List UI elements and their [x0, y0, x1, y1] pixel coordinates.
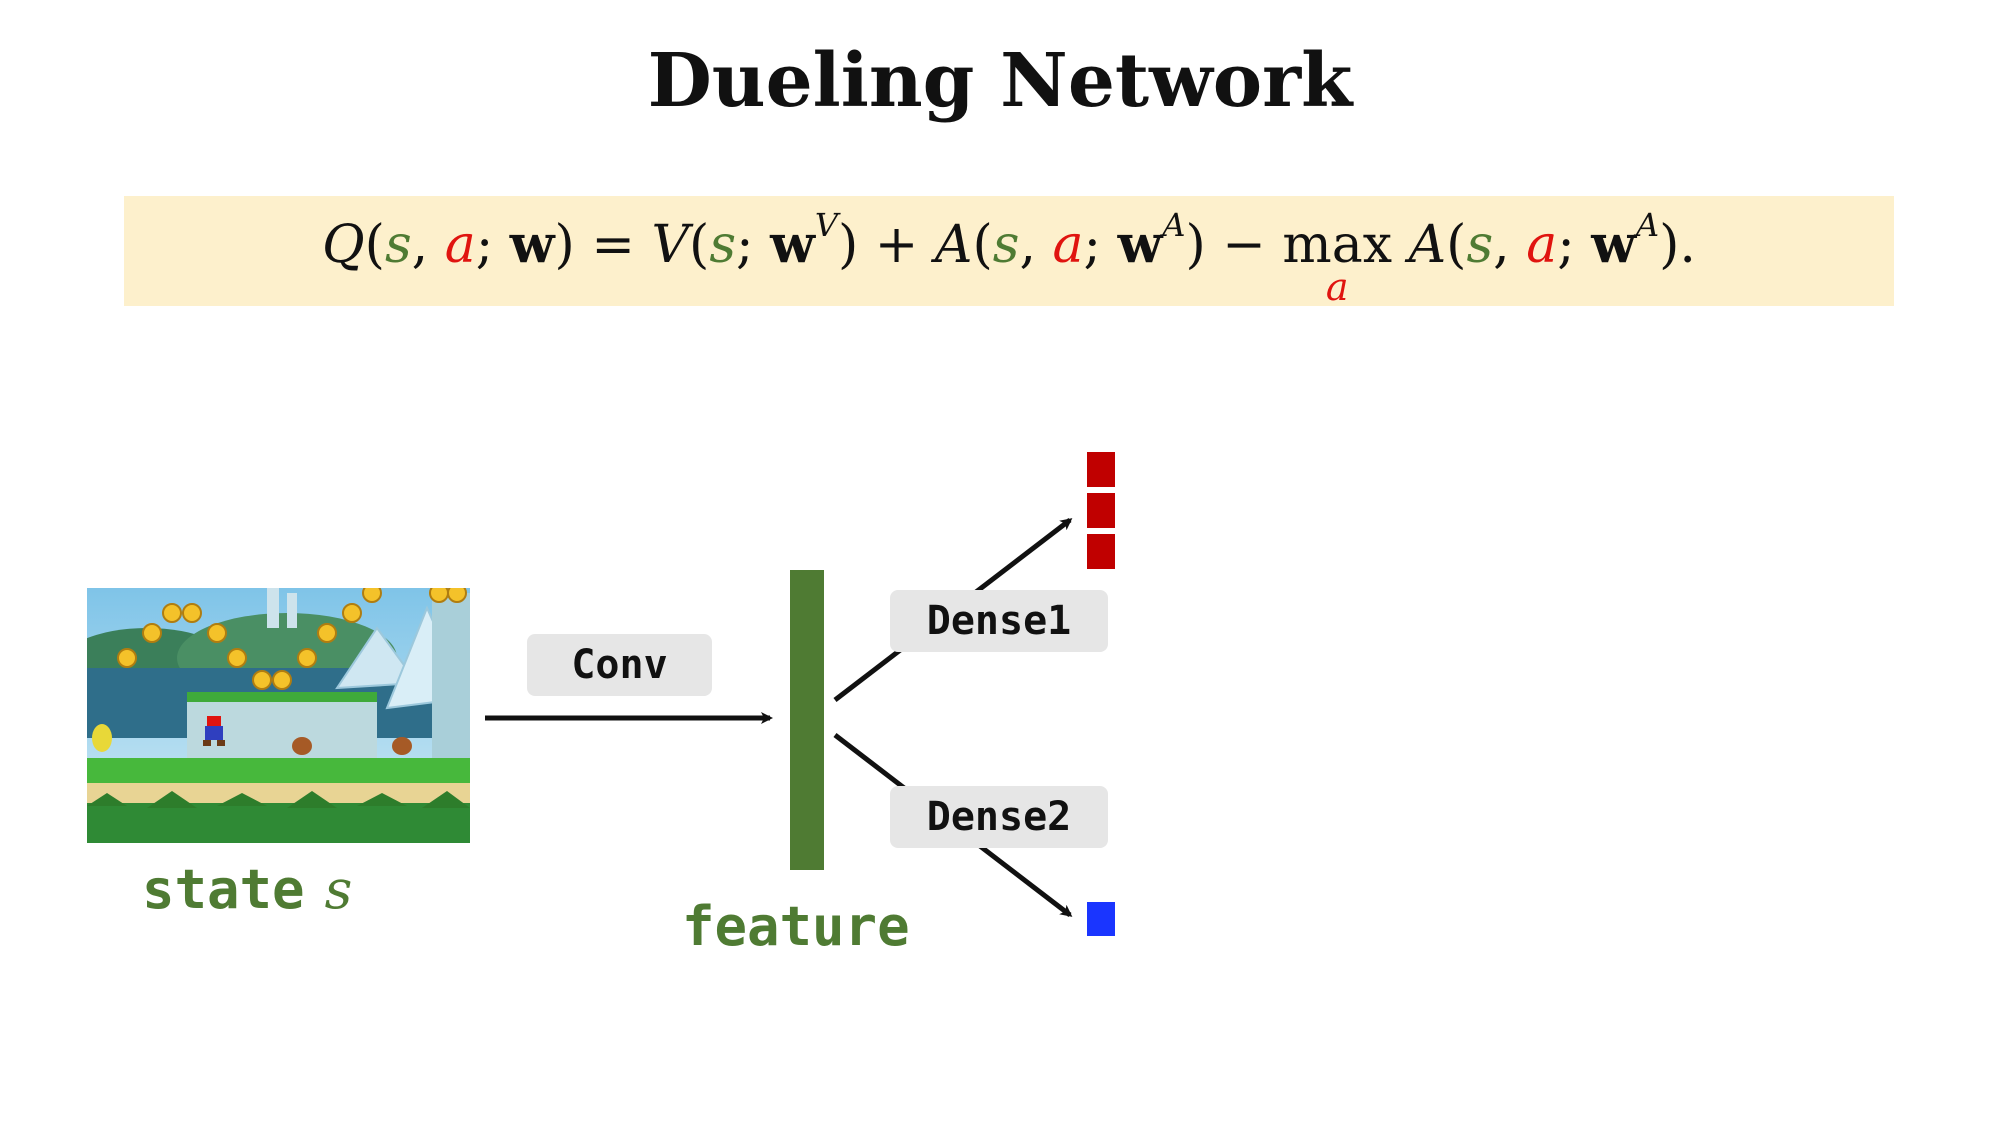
feature-vector — [790, 570, 824, 870]
feature-caption: feature — [682, 895, 910, 958]
advantage-output-1 — [1087, 452, 1115, 487]
dense1-label: Dense1 — [890, 590, 1108, 652]
advantage-output-2 — [1087, 493, 1115, 528]
value-output — [1087, 902, 1115, 936]
dense2-label: Dense2 — [890, 786, 1108, 848]
conv-label: Conv — [527, 634, 712, 696]
advantage-output-3 — [1087, 534, 1115, 569]
